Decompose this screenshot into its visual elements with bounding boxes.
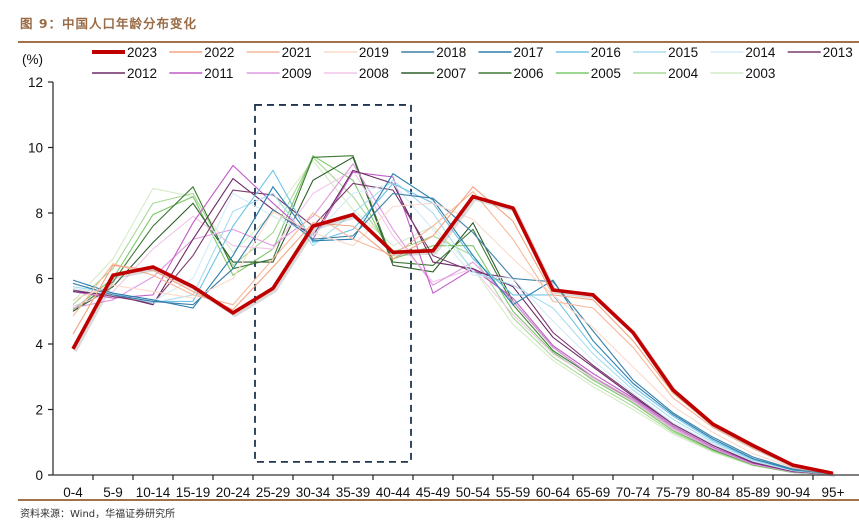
x-tick-label: 80-84 bbox=[696, 485, 731, 500]
y-tick-label: 2 bbox=[35, 403, 43, 418]
x-tick-label: 75-79 bbox=[656, 485, 691, 500]
x-tick-label: 0-4 bbox=[63, 485, 83, 500]
legend-label-2022: 2022 bbox=[204, 45, 234, 60]
series-line-2011 bbox=[72, 164, 834, 475]
series-shadow-2023 bbox=[73, 196, 836, 478]
legend: 2023 2022 2021 2019 2018 2017 2016 2015 2014 2013… bbox=[92, 45, 853, 81]
legend-label-2006: 2006 bbox=[514, 66, 544, 81]
series-lines bbox=[71, 154, 836, 478]
series-line-2013 bbox=[72, 182, 834, 475]
series-line-2009 bbox=[72, 162, 834, 475]
y-tick-label: 12 bbox=[28, 75, 43, 90]
y-tick-label: 4 bbox=[35, 337, 43, 352]
x-tick-label: 60-64 bbox=[536, 485, 571, 500]
legend-label-2018: 2018 bbox=[436, 45, 466, 60]
series-line-2016 bbox=[72, 169, 834, 475]
x-tick-label: 55-59 bbox=[496, 485, 531, 500]
series-line-2021 bbox=[72, 190, 834, 474]
legend-label-2015: 2015 bbox=[668, 45, 698, 60]
footer-divider bbox=[18, 499, 859, 501]
y-axis-label: (%) bbox=[22, 52, 43, 67]
figure-title: 图 9：中国人口年龄分布变化 bbox=[20, 16, 198, 31]
x-tick-label: 30-34 bbox=[296, 485, 331, 500]
axes: 0 2 4 6 8 10 12 0-4 5-9 10-14 15-19 20-24 25-29 30-34… bbox=[28, 75, 859, 500]
legend-label-2004: 2004 bbox=[668, 66, 699, 81]
legend-label-2016: 2016 bbox=[591, 45, 621, 60]
legend-label-2007: 2007 bbox=[436, 66, 466, 81]
x-tick-label: 85-89 bbox=[736, 485, 771, 500]
x-tick-label: 70-74 bbox=[616, 485, 651, 500]
series-line-2014 bbox=[72, 182, 834, 475]
legend-label-2014: 2014 bbox=[745, 45, 776, 60]
legend-label-2005: 2005 bbox=[591, 66, 621, 81]
x-tick-label: 35-39 bbox=[336, 485, 371, 500]
series-line-2023 bbox=[71, 194, 834, 476]
x-tick-label: 50-54 bbox=[456, 485, 491, 500]
series-line-2015 bbox=[72, 179, 834, 475]
x-tick-label: 5-9 bbox=[103, 485, 123, 500]
legend-label-2012: 2012 bbox=[127, 66, 157, 81]
legend-label-2009: 2009 bbox=[282, 66, 312, 81]
x-tick-label: 40-44 bbox=[376, 485, 411, 500]
series-line-2018 bbox=[72, 192, 834, 475]
y-tick-label: 10 bbox=[28, 141, 43, 156]
x-tick-label: 65-69 bbox=[576, 485, 611, 500]
source-note: 资料来源：Wind，华福证券研究所 bbox=[20, 509, 176, 520]
y-tick-label: 8 bbox=[35, 206, 43, 221]
series-line-2019 bbox=[72, 202, 834, 475]
legend-label-2019: 2019 bbox=[359, 45, 389, 60]
series-line-2005 bbox=[72, 154, 834, 475]
x-tick-label: 45-49 bbox=[416, 485, 451, 500]
highlight-box-group bbox=[254, 104, 412, 463]
x-tick-label: 90-94 bbox=[776, 485, 811, 500]
legend-label-2011: 2011 bbox=[204, 66, 233, 81]
x-tick-label: 95+ bbox=[822, 485, 845, 500]
x-tick-label: 25-29 bbox=[256, 485, 291, 500]
legend-label-2023: 2023 bbox=[127, 45, 157, 60]
title-divider bbox=[18, 41, 859, 43]
legend-label-2021: 2021 bbox=[282, 45, 312, 60]
population-age-chart: 2023 2022 2021 2019 2018 2017 2016 2015 2014 2013… bbox=[22, 45, 859, 500]
legend-label-2003: 2003 bbox=[745, 66, 775, 81]
x-tick-label: 10-14 bbox=[136, 485, 171, 500]
legend-label-2017: 2017 bbox=[514, 45, 544, 60]
legend-label-2008: 2008 bbox=[359, 66, 389, 81]
legend-label-2013: 2013 bbox=[823, 45, 853, 60]
x-tick-label: 20-24 bbox=[216, 485, 251, 500]
highlight-box bbox=[254, 104, 412, 463]
y-tick-label: 6 bbox=[35, 272, 43, 287]
x-tick-label: 15-19 bbox=[176, 485, 211, 500]
y-tick-label: 0 bbox=[35, 468, 43, 483]
